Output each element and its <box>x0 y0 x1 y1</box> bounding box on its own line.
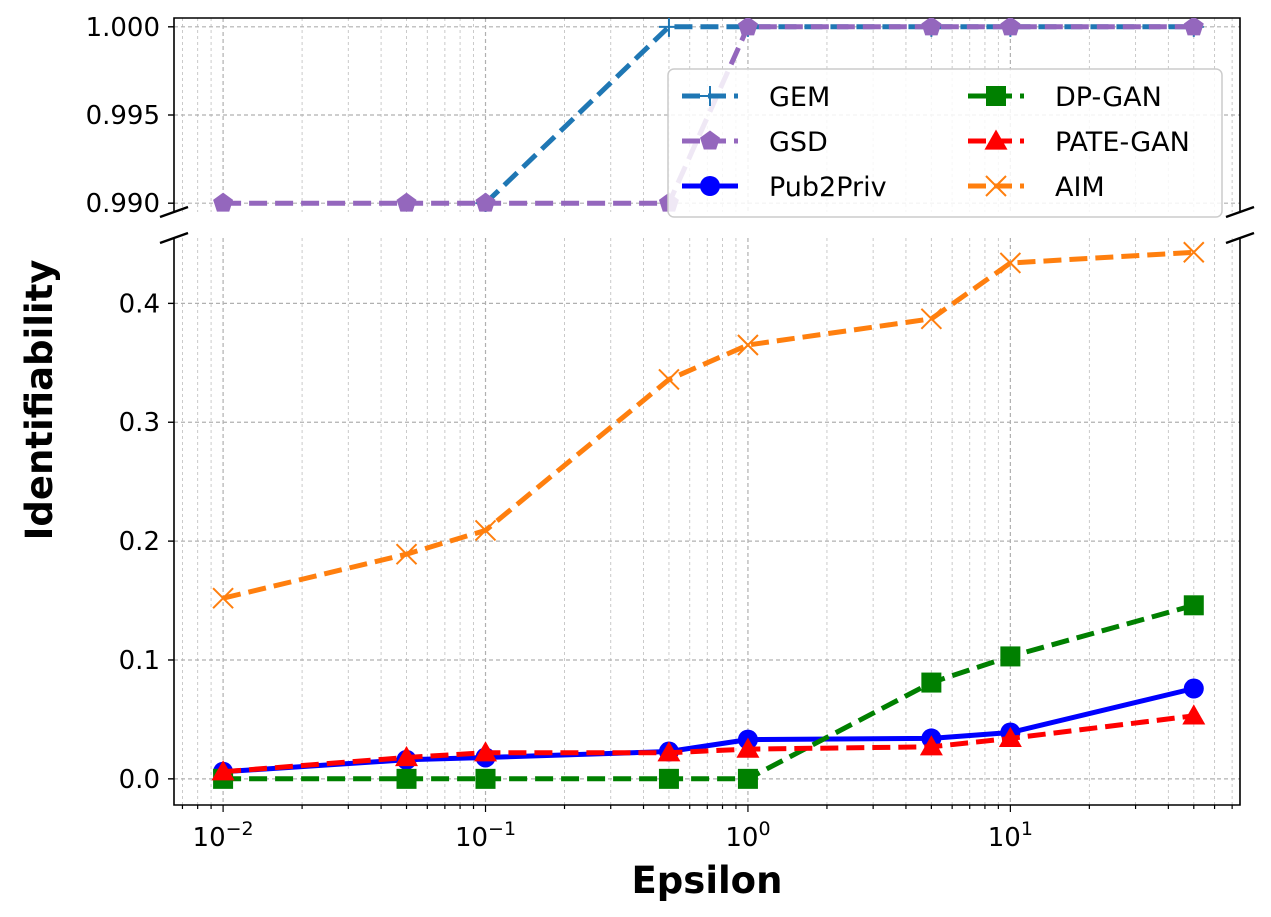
legend-item-aim: AIM <box>968 172 1105 203</box>
legend-item-dp-gan: DP-GAN <box>968 82 1162 113</box>
legend-label: Pub2Priv <box>769 172 887 203</box>
data-point-dp-gan <box>1183 595 1204 616</box>
y-tick-label: 0.4 <box>119 289 160 319</box>
legend-swatch-marker <box>700 130 720 150</box>
data-point-gsd <box>1000 18 1021 36</box>
y-tick-label: 0.995 <box>86 101 160 131</box>
legend-swatch-marker <box>986 86 1006 106</box>
y-tick-label: 0.2 <box>119 527 160 557</box>
legend-item-pate-gan: PATE-GAN <box>968 127 1190 158</box>
legend-box <box>667 68 1223 218</box>
legend-item-gsd: GSD <box>682 127 828 158</box>
series-line-pate-gan <box>222 713 1195 775</box>
data-point-gsd <box>475 192 496 212</box>
x-tick-label: 101 <box>988 818 1033 853</box>
x-tick-label: 100 <box>725 818 770 853</box>
y-axis-title: Identifiability <box>18 260 61 541</box>
legend-label: DP-GAN <box>1055 82 1162 113</box>
data-point-pub2priv <box>1183 678 1204 699</box>
data-point-aim <box>737 334 759 356</box>
data-point-dp-gan <box>396 768 417 789</box>
axis-break-mark <box>159 231 189 245</box>
data-point-dp-gan <box>1000 646 1021 667</box>
axis-break-mark <box>1225 205 1255 219</box>
y-tick-label: 0.990 <box>86 189 160 219</box>
data-point-aim <box>474 519 497 542</box>
x-axis-title: Epsilon <box>632 859 783 902</box>
data-point-dp-gan <box>475 768 496 789</box>
y-tick-label: 1.000 <box>86 13 160 43</box>
legend-label: GSD <box>769 127 828 158</box>
data-point-dp-gan <box>658 768 679 789</box>
series-line-dp-gan <box>223 602 1195 782</box>
axis-break-mark <box>1225 231 1255 245</box>
data-point-pate-gan <box>919 735 943 756</box>
data-point-gsd <box>737 18 758 36</box>
data-point-dp-gan <box>737 768 758 789</box>
x-tick-label: 10−1 <box>455 818 516 853</box>
data-point-aim <box>212 587 234 609</box>
legend-label: GEM <box>769 82 830 113</box>
data-point-pate-gan <box>474 741 498 762</box>
y-tick-label: 0.1 <box>119 646 160 676</box>
legend-swatch-marker <box>985 175 1007 197</box>
data-point-aim <box>1183 241 1205 263</box>
data-point-aim <box>658 368 680 391</box>
data-point-aim <box>395 543 418 565</box>
x-tick-label: 10−2 <box>193 818 254 853</box>
data-point-pate-gan <box>211 760 235 781</box>
legend-label: PATE-GAN <box>1055 127 1190 158</box>
axis-break-mark <box>159 205 189 219</box>
data-point-pate-gan <box>736 737 760 758</box>
data-point-dp-gan <box>921 672 942 693</box>
data-point-pate-gan <box>657 741 681 762</box>
data-point-gsd <box>396 192 417 212</box>
data-point-pate-gan <box>1182 704 1206 725</box>
data-point-gem <box>658 18 679 37</box>
legend-swatch-marker <box>700 86 720 106</box>
data-point-aim <box>920 308 943 330</box>
data-point-pate-gan <box>395 745 419 767</box>
legend-label: AIM <box>1055 172 1105 203</box>
data-point-gsd <box>1183 18 1204 36</box>
legend-item-gem: GEM <box>682 82 830 113</box>
series-line-gsd <box>223 24 1194 206</box>
data-point-gsd <box>921 18 942 36</box>
data-point-gsd <box>213 192 234 212</box>
legend-swatch-marker <box>984 129 1008 150</box>
data-point-aim <box>999 252 1022 274</box>
series-line-pub2priv <box>222 686 1195 775</box>
y-tick-label: 0.0 <box>119 765 160 795</box>
y-tick-label: 0.3 <box>119 408 160 438</box>
series-line-aim <box>222 249 1194 601</box>
legend-swatch-marker <box>700 176 720 196</box>
legend-item-pub2priv: Pub2Priv <box>682 172 887 203</box>
data-point-pate-gan <box>998 726 1022 748</box>
